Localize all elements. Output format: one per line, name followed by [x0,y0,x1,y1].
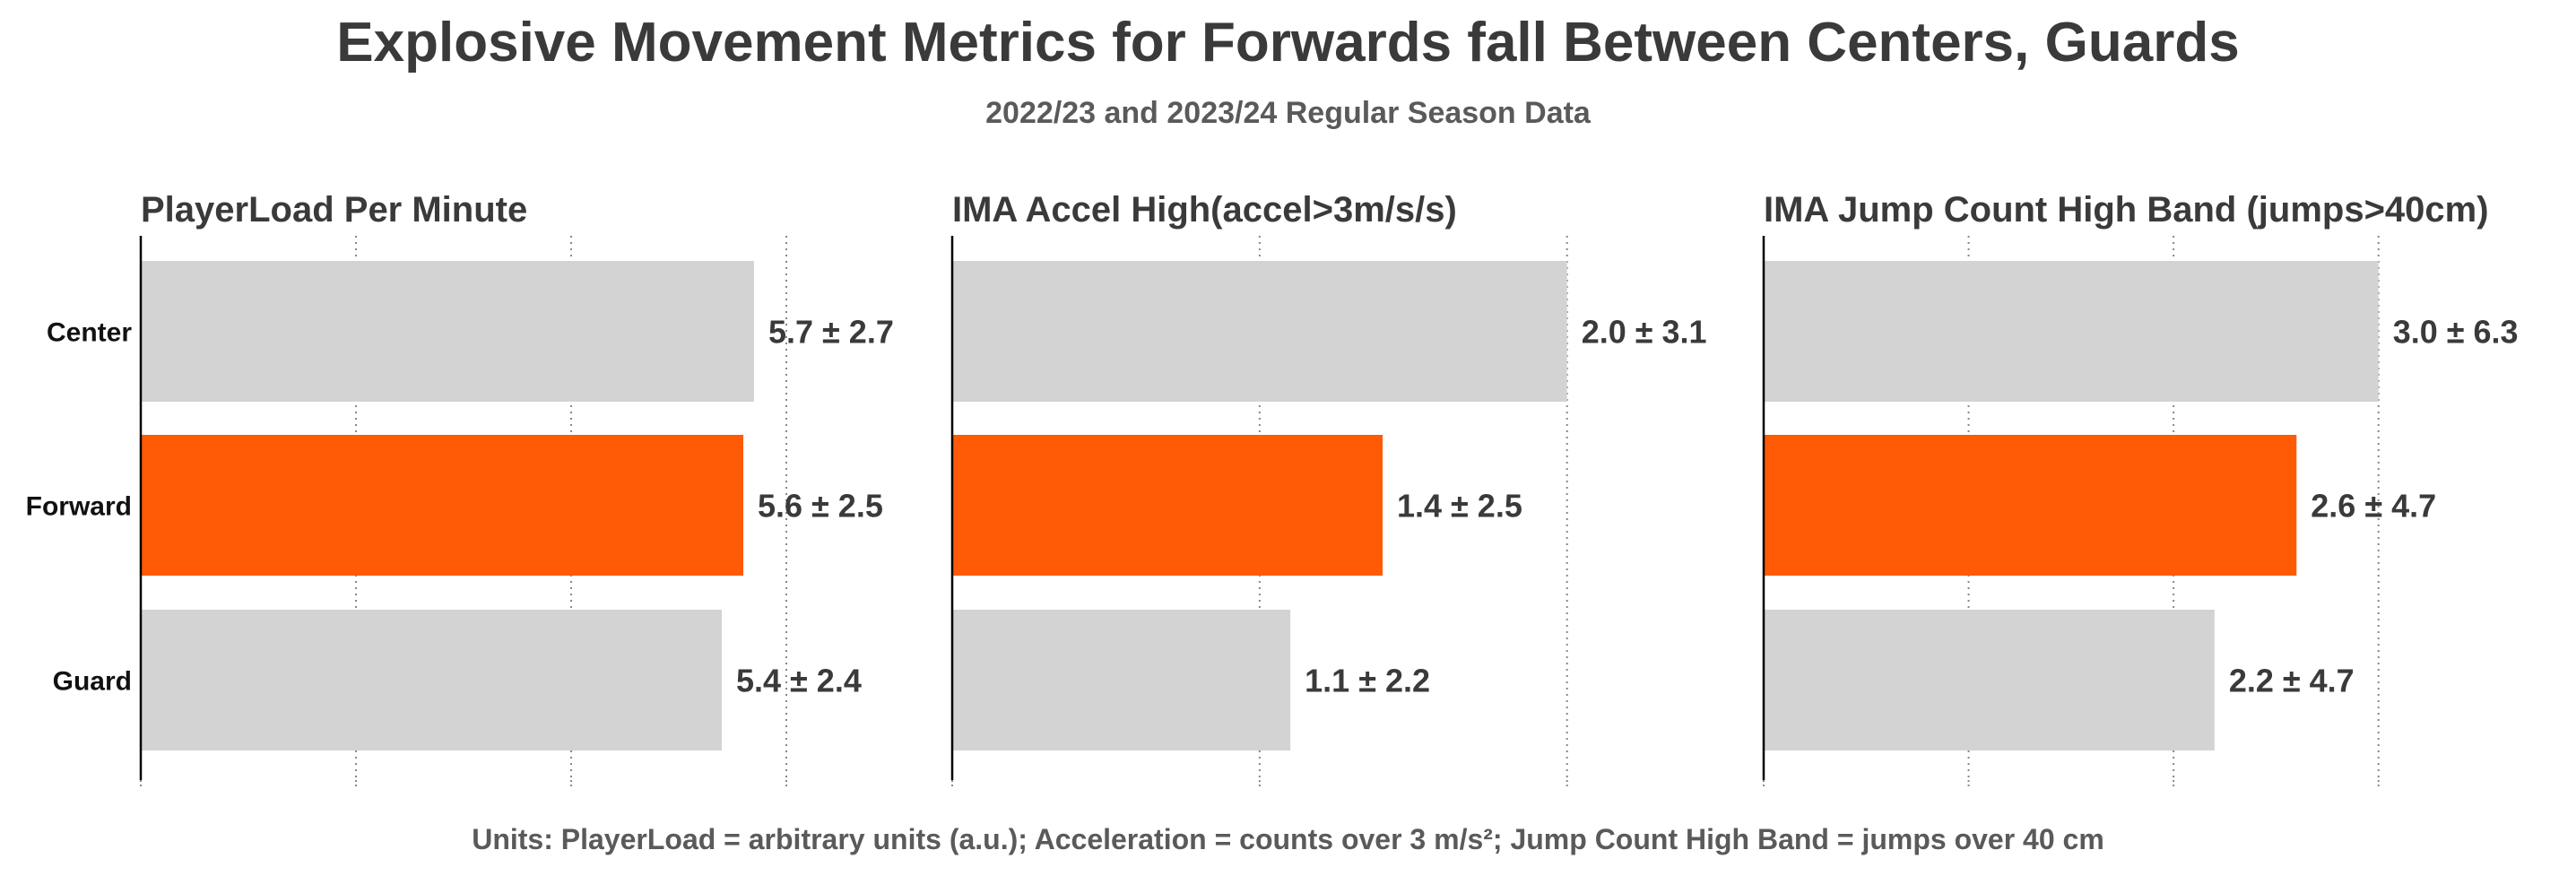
bar-center [141,261,754,402]
panel-title: PlayerLoad Per Minute [141,190,527,230]
panel-2: IMA Accel High(accel>3m/s/s) 2.0 ± 3.1 1.4… [950,190,1707,787]
value-label: 1.4 ± 2.5 [1397,488,1522,525]
bar-guard [952,610,1291,750]
panel-1: PlayerLoad Per Minute 5.7 ± 2.7 Center 5.6 … [26,190,894,787]
value-label: 5.4 ± 2.4 [736,663,862,699]
panel-3: IMA Jump Count High Band (jumps>40cm) 3.0… [1762,190,2519,787]
bar-center [1764,261,2379,402]
panel-title: IMA Jump Count High Band (jumps>40cm) [1764,190,2489,230]
panel-title: IMA Accel High(accel>3m/s/s) [952,190,1457,230]
value-label: 2.6 ± 4.7 [2311,488,2436,525]
chart-subtitle: 2022/23 and 2023/24 Regular Season Data [985,96,1591,130]
bar-guard [1764,610,2215,750]
value-label: 2.0 ± 3.1 [1582,314,1707,351]
category-label: Guard [53,667,132,697]
bar-forward [1764,435,2297,576]
bar-center [952,261,1567,402]
value-label: 3.0 ± 6.3 [2393,314,2519,351]
value-label: 1.1 ± 2.2 [1305,663,1430,699]
bar-guard [141,610,722,750]
category-label: Center [47,318,132,348]
bar-forward [952,435,1383,576]
value-label: 2.2 ± 4.7 [2229,663,2355,699]
bar-forward [141,435,743,576]
chart-title: Explosive Movement Metrics for Forwards … [336,12,2240,74]
units-footnote: Units: PlayerLoad = arbitrary units (a.u… [472,823,2104,855]
category-label: Forward [26,492,132,522]
value-label: 5.6 ± 2.5 [758,488,883,525]
value-label: 5.7 ± 2.7 [768,314,894,351]
